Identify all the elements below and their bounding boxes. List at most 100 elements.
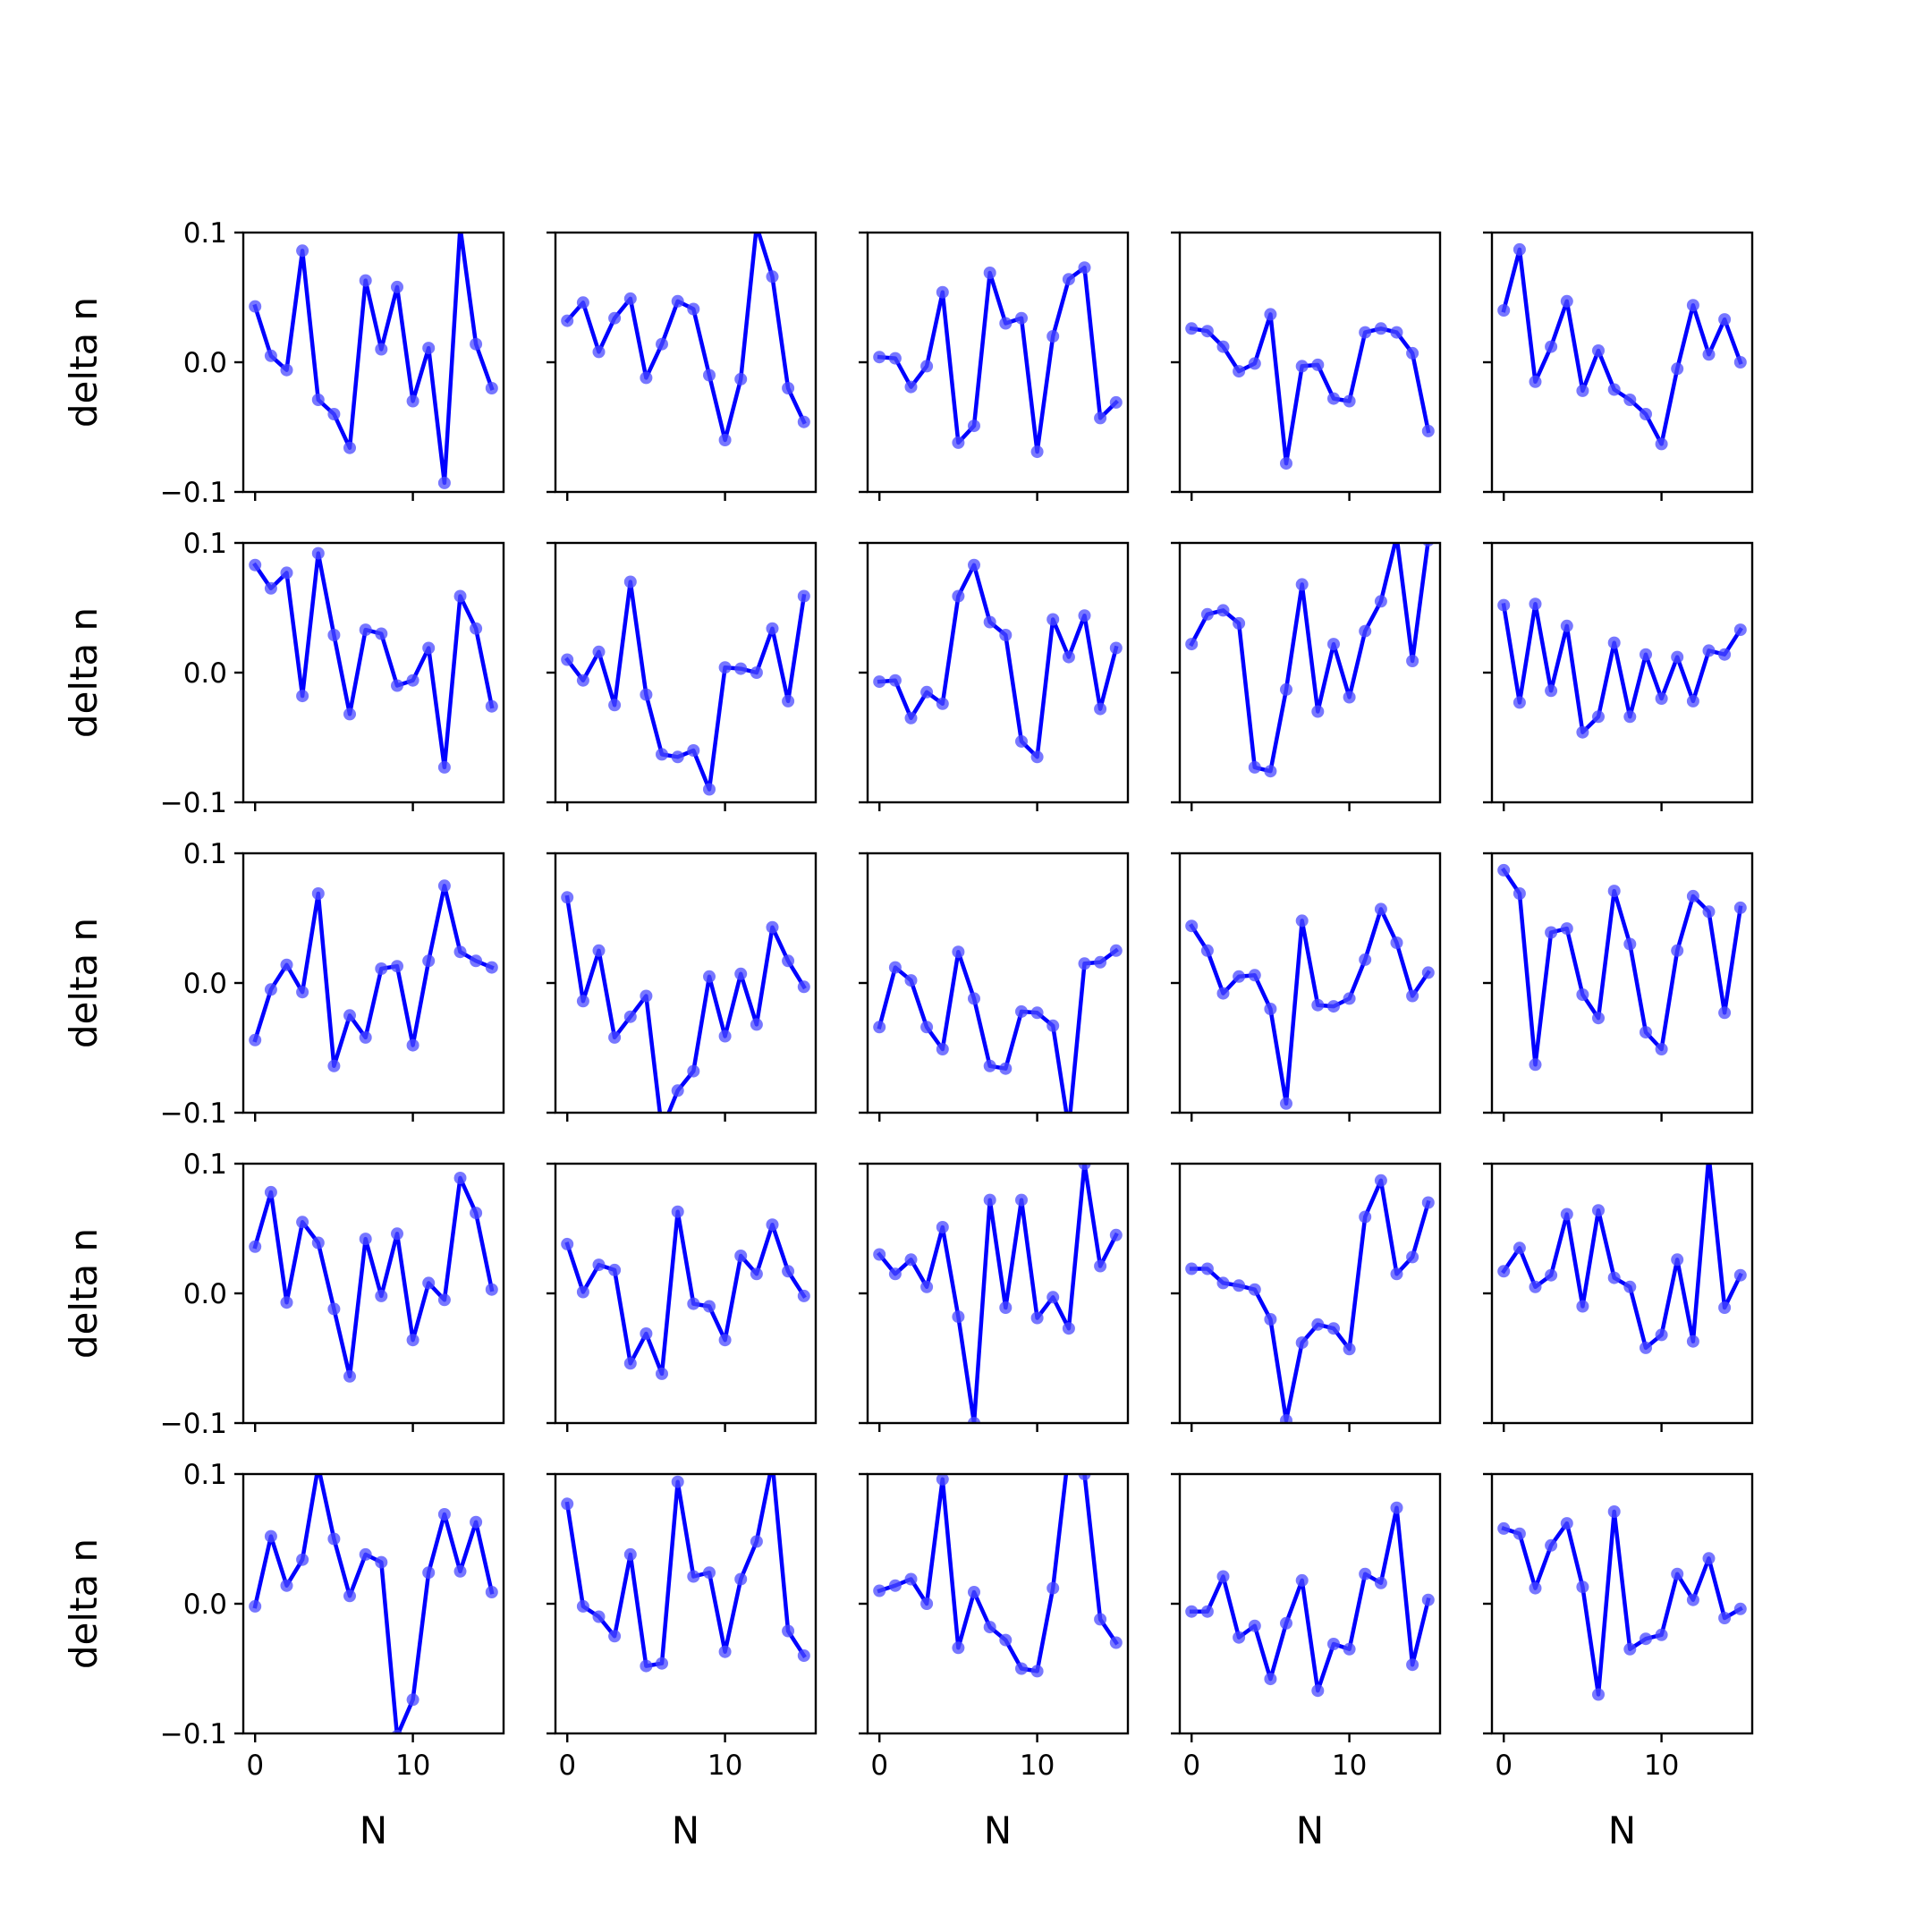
- series-line: [564, 1474, 807, 1668]
- data-point: [687, 1064, 700, 1078]
- data-point: [1733, 1268, 1747, 1282]
- data-point: [671, 1084, 684, 1097]
- data-point: [327, 1059, 341, 1072]
- x-tick-label: 10: [395, 1750, 430, 1782]
- data-point: [1406, 1250, 1419, 1264]
- subplot-5-3: 0 10N: [859, 1472, 1130, 1852]
- series: [1185, 902, 1435, 1110]
- data-point: [952, 945, 965, 959]
- data-point: [359, 1030, 372, 1044]
- data-point: [1576, 988, 1589, 1001]
- data-point: [1671, 1253, 1684, 1267]
- data-point: [1655, 692, 1668, 705]
- data-point: [1109, 944, 1123, 957]
- data-point: [750, 1535, 763, 1548]
- data-point: [1015, 1004, 1028, 1018]
- data-point: [1513, 887, 1526, 900]
- y-tick-label: −0.1: [160, 1097, 227, 1130]
- data-point: [766, 270, 779, 284]
- data-point: [782, 694, 795, 708]
- series: [1497, 1164, 1747, 1354]
- data-point: [687, 744, 700, 757]
- data-point: [592, 1258, 606, 1272]
- data-point: [1733, 901, 1747, 914]
- data-point: [1607, 885, 1621, 898]
- series-line: [877, 947, 1119, 1113]
- data-point: [1216, 1276, 1230, 1290]
- series: [1497, 1505, 1747, 1701]
- data-point: [936, 1043, 949, 1055]
- data-point: [1733, 623, 1747, 637]
- data-point: [1623, 937, 1637, 951]
- data-point: [1545, 926, 1558, 939]
- data-point: [1529, 1581, 1542, 1595]
- data-point: [1343, 992, 1356, 1005]
- data-point: [296, 244, 309, 258]
- data-point: [782, 954, 795, 968]
- data-point: [1200, 607, 1214, 621]
- data-point: [1015, 734, 1028, 748]
- data-point: [640, 1327, 653, 1340]
- data-point: [1497, 598, 1511, 612]
- data-point: [1671, 1567, 1684, 1580]
- data-point: [952, 589, 965, 603]
- data-point: [1327, 1322, 1340, 1335]
- y-axis-label: delta n: [62, 918, 106, 1048]
- data-point: [1560, 1208, 1573, 1221]
- data-point: [1280, 1616, 1292, 1630]
- data-point: [623, 575, 637, 589]
- data-point: [608, 311, 622, 325]
- data-point: [1327, 1000, 1340, 1013]
- y-tick-label: 0.0: [183, 657, 227, 690]
- data-point: [1280, 1097, 1292, 1110]
- data-point: [999, 1633, 1013, 1647]
- data-point: [1359, 953, 1372, 966]
- data-point: [1702, 644, 1716, 657]
- data-point: [936, 697, 949, 710]
- series: [561, 1474, 810, 1673]
- data-point: [391, 679, 403, 692]
- data-point: [1280, 457, 1292, 470]
- data-point: [249, 300, 262, 313]
- data-point: [1406, 655, 1419, 667]
- data-point: [1030, 1665, 1044, 1678]
- data-point: [608, 699, 622, 712]
- series: [873, 944, 1123, 1113]
- series: [249, 1172, 498, 1383]
- data-point: [311, 394, 325, 406]
- data-point: [1592, 1688, 1605, 1701]
- data-point: [1311, 358, 1325, 371]
- y-axis-label: delta n: [62, 1538, 106, 1669]
- data-point: [904, 380, 918, 394]
- data-point: [656, 1657, 668, 1670]
- data-point: [888, 1579, 902, 1592]
- data-point: [1421, 966, 1435, 979]
- subplot-2-5: [1483, 541, 1754, 811]
- subplot-5-4: 0 10N: [1171, 1472, 1442, 1852]
- subplot-4-5: [1483, 1162, 1754, 1432]
- data-point: [1359, 624, 1372, 638]
- data-point: [1374, 595, 1387, 608]
- data-point: [904, 1253, 918, 1267]
- data-point: [391, 960, 403, 973]
- data-point: [640, 371, 653, 385]
- data-point: [999, 629, 1013, 641]
- series-line: [564, 580, 807, 792]
- y-tick-label: 0.0: [183, 968, 227, 1000]
- data-point: [327, 408, 341, 420]
- data-point: [1248, 1619, 1261, 1632]
- data-point: [280, 1296, 293, 1309]
- data-point: [1264, 1313, 1277, 1326]
- data-point: [687, 302, 700, 316]
- data-point: [1390, 936, 1403, 949]
- data-point: [280, 566, 293, 580]
- data-point: [359, 1233, 372, 1246]
- data-point: [1248, 969, 1261, 982]
- x-tick-label: 10: [708, 1750, 742, 1782]
- data-point: [703, 970, 716, 983]
- data-point: [1311, 1684, 1325, 1698]
- data-point: [422, 1276, 436, 1290]
- data-point: [1094, 955, 1107, 969]
- data-point: [1529, 375, 1542, 388]
- data-point: [671, 1475, 684, 1488]
